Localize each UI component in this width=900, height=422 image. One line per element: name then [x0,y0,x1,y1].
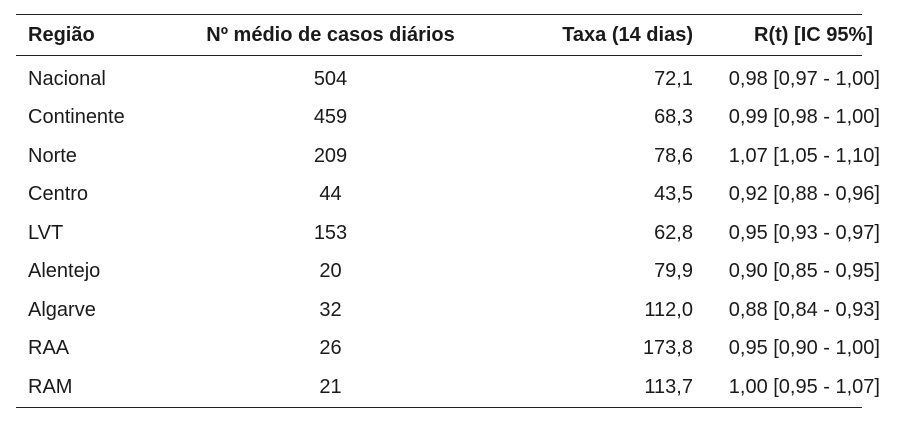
cell-regiao: Continente [28,106,125,129]
cell-rt: 1,00 [0,95 - 1,07] [728,375,880,398]
table-row: Alentejo 20 79,9 0,90 [0,85 - 0,95] [16,253,900,292]
cell-casos: 44 [319,183,342,206]
cell-casos: 32 [319,298,342,321]
cell-casos: 153 [313,221,348,244]
cell-rt: 0,95 [0,93 - 0,97] [728,221,880,244]
region-table-body: Nacional 504 72,1 0,98 [0,97 - 1,00] Con… [16,56,900,407]
table-row: Nacional 504 72,1 0,98 [0,97 - 1,00] [16,56,900,99]
header-casos: Nº médio de casos diários [206,23,455,46]
table-row: RAM 21 113,7 1,00 [0,95 - 1,07] [16,368,900,407]
cell-taxa: 79,9 [654,260,693,283]
table-row: RAA 26 173,8 0,95 [0,90 - 1,00] [16,330,900,369]
cell-casos: 20 [319,260,342,283]
cell-taxa: 78,6 [654,144,693,167]
table-bottom-rule [16,406,862,408]
header-regiao: Região [28,23,95,46]
cell-regiao: Centro [28,183,89,206]
cell-regiao: RAA [28,337,70,360]
cell-casos: 209 [313,144,348,167]
cell-casos: 21 [319,375,342,398]
cell-rt: 1,07 [1,05 - 1,10] [728,144,880,167]
cell-regiao: Norte [28,144,77,167]
header-taxa: Taxa (14 dias) [562,23,693,46]
table-row: Algarve 32 112,0 0,88 [0,84 - 0,93] [16,291,900,330]
cell-rt: 0,92 [0,88 - 0,96] [728,183,880,206]
cell-taxa: 43,5 [654,183,693,206]
cell-taxa: 62,8 [654,221,693,244]
table-row: Continente 459 68,3 0,99 [0,98 - 1,00] [16,99,900,138]
cell-rt: 0,88 [0,84 - 0,93] [728,298,880,321]
cell-regiao: Algarve [28,298,96,321]
cell-casos: 504 [313,67,348,90]
cell-casos: 459 [313,106,348,129]
header-rt: R(t) [IC 95%] [754,23,873,46]
data-table: Região Nº médio de casos diários Taxa (1… [16,14,880,408]
cell-taxa: 68,3 [654,106,693,129]
cell-taxa: 113,7 [644,375,693,398]
cell-rt: 0,95 [0,90 - 1,00] [728,337,880,360]
table-row: LVT 153 62,8 0,95 [0,93 - 0,97] [16,214,900,253]
cell-regiao: RAM [28,375,73,398]
cell-regiao: Alentejo [28,260,101,283]
cell-taxa: 72,1 [654,67,693,90]
table-top-rule [16,14,862,15]
region-table: Região Nº médio de casos diários Taxa (1… [16,15,900,55]
cell-regiao: LVT [28,221,64,244]
cell-rt: 0,90 [0,85 - 0,95] [728,260,880,283]
table-row: Norte 209 78,6 1,07 [1,05 - 1,10] [16,137,900,176]
table-row: Centro 44 43,5 0,92 [0,88 - 0,96] [16,176,900,215]
cell-taxa: 173,8 [642,337,693,360]
cell-rt: 0,98 [0,97 - 1,00] [728,67,880,90]
cell-taxa: 112,0 [644,298,693,321]
table-header-rule [16,55,862,56]
cell-regiao: Nacional [28,67,106,90]
cell-rt: 0,99 [0,98 - 1,00] [728,106,880,129]
cell-casos: 26 [319,337,342,360]
header-row: Região Nº médio de casos diários Taxa (1… [16,15,900,55]
